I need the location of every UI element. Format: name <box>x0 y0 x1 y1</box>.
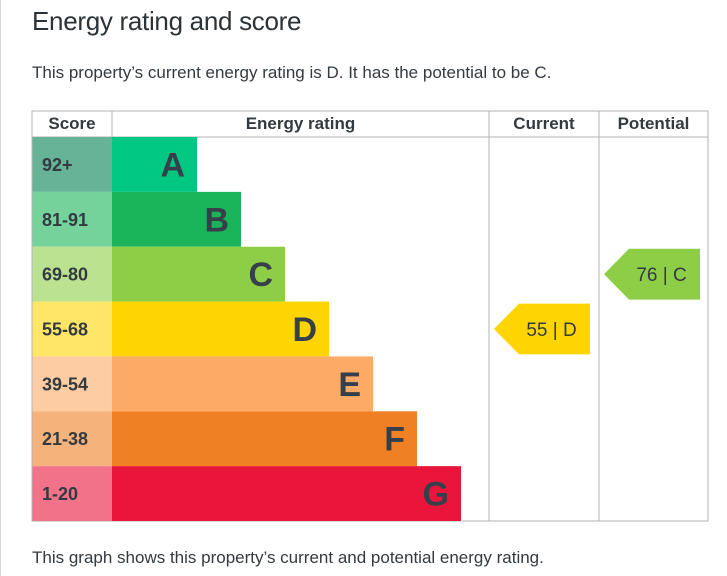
score-range-d: 55-68 <box>42 320 88 340</box>
rating-bar-c <box>112 246 285 302</box>
chart-caption: This graph shows this property’s current… <box>32 548 544 567</box>
score-cell-e <box>32 356 112 412</box>
rating-bar-g <box>112 466 461 521</box>
score-cell-g <box>32 466 112 521</box>
rating-bar-d <box>112 301 329 357</box>
rating-letter-b: B <box>204 201 229 239</box>
potential-column-header: Potential <box>618 114 690 133</box>
score-column-header: Score <box>48 114 95 133</box>
score-range-f: 21-38 <box>42 429 88 449</box>
rating-bar-a <box>112 137 197 192</box>
rating-letter-f: F <box>384 421 405 459</box>
score-cell-d <box>32 301 112 357</box>
rating-letter-c: C <box>248 256 273 294</box>
rating-bar-e <box>112 356 373 412</box>
rating-bar-b <box>112 191 241 247</box>
page-title: Energy rating and score <box>32 6 302 36</box>
rating-summary: This property’s current energy rating is… <box>32 63 552 82</box>
rating-letter-d: D <box>292 311 317 349</box>
rating-letter-g: G <box>423 476 449 514</box>
energy-rating-column-header: Energy rating <box>246 114 356 133</box>
potential-rating-label: 76 | C <box>636 265 686 286</box>
score-cell-f <box>32 411 112 467</box>
score-range-e: 39-54 <box>42 374 88 394</box>
page-edge-line <box>0 0 1 576</box>
score-cell-b <box>32 191 112 247</box>
score-range-c: 69-80 <box>42 265 88 285</box>
current-column-header: Current <box>513 114 575 133</box>
score-range-g: 1-20 <box>42 484 78 504</box>
rating-bar-f <box>112 411 417 467</box>
score-cell-c <box>32 246 112 302</box>
potential-arrow <box>604 248 700 300</box>
score-range-b: 81-91 <box>42 210 88 230</box>
score-range-a: 92+ <box>42 155 73 175</box>
rating-letter-a: A <box>160 146 185 184</box>
rating-letter-e: E <box>338 366 361 404</box>
score-cell-a <box>32 137 112 192</box>
current-arrow <box>494 303 590 355</box>
current-rating-label: 55 | D <box>526 320 576 341</box>
